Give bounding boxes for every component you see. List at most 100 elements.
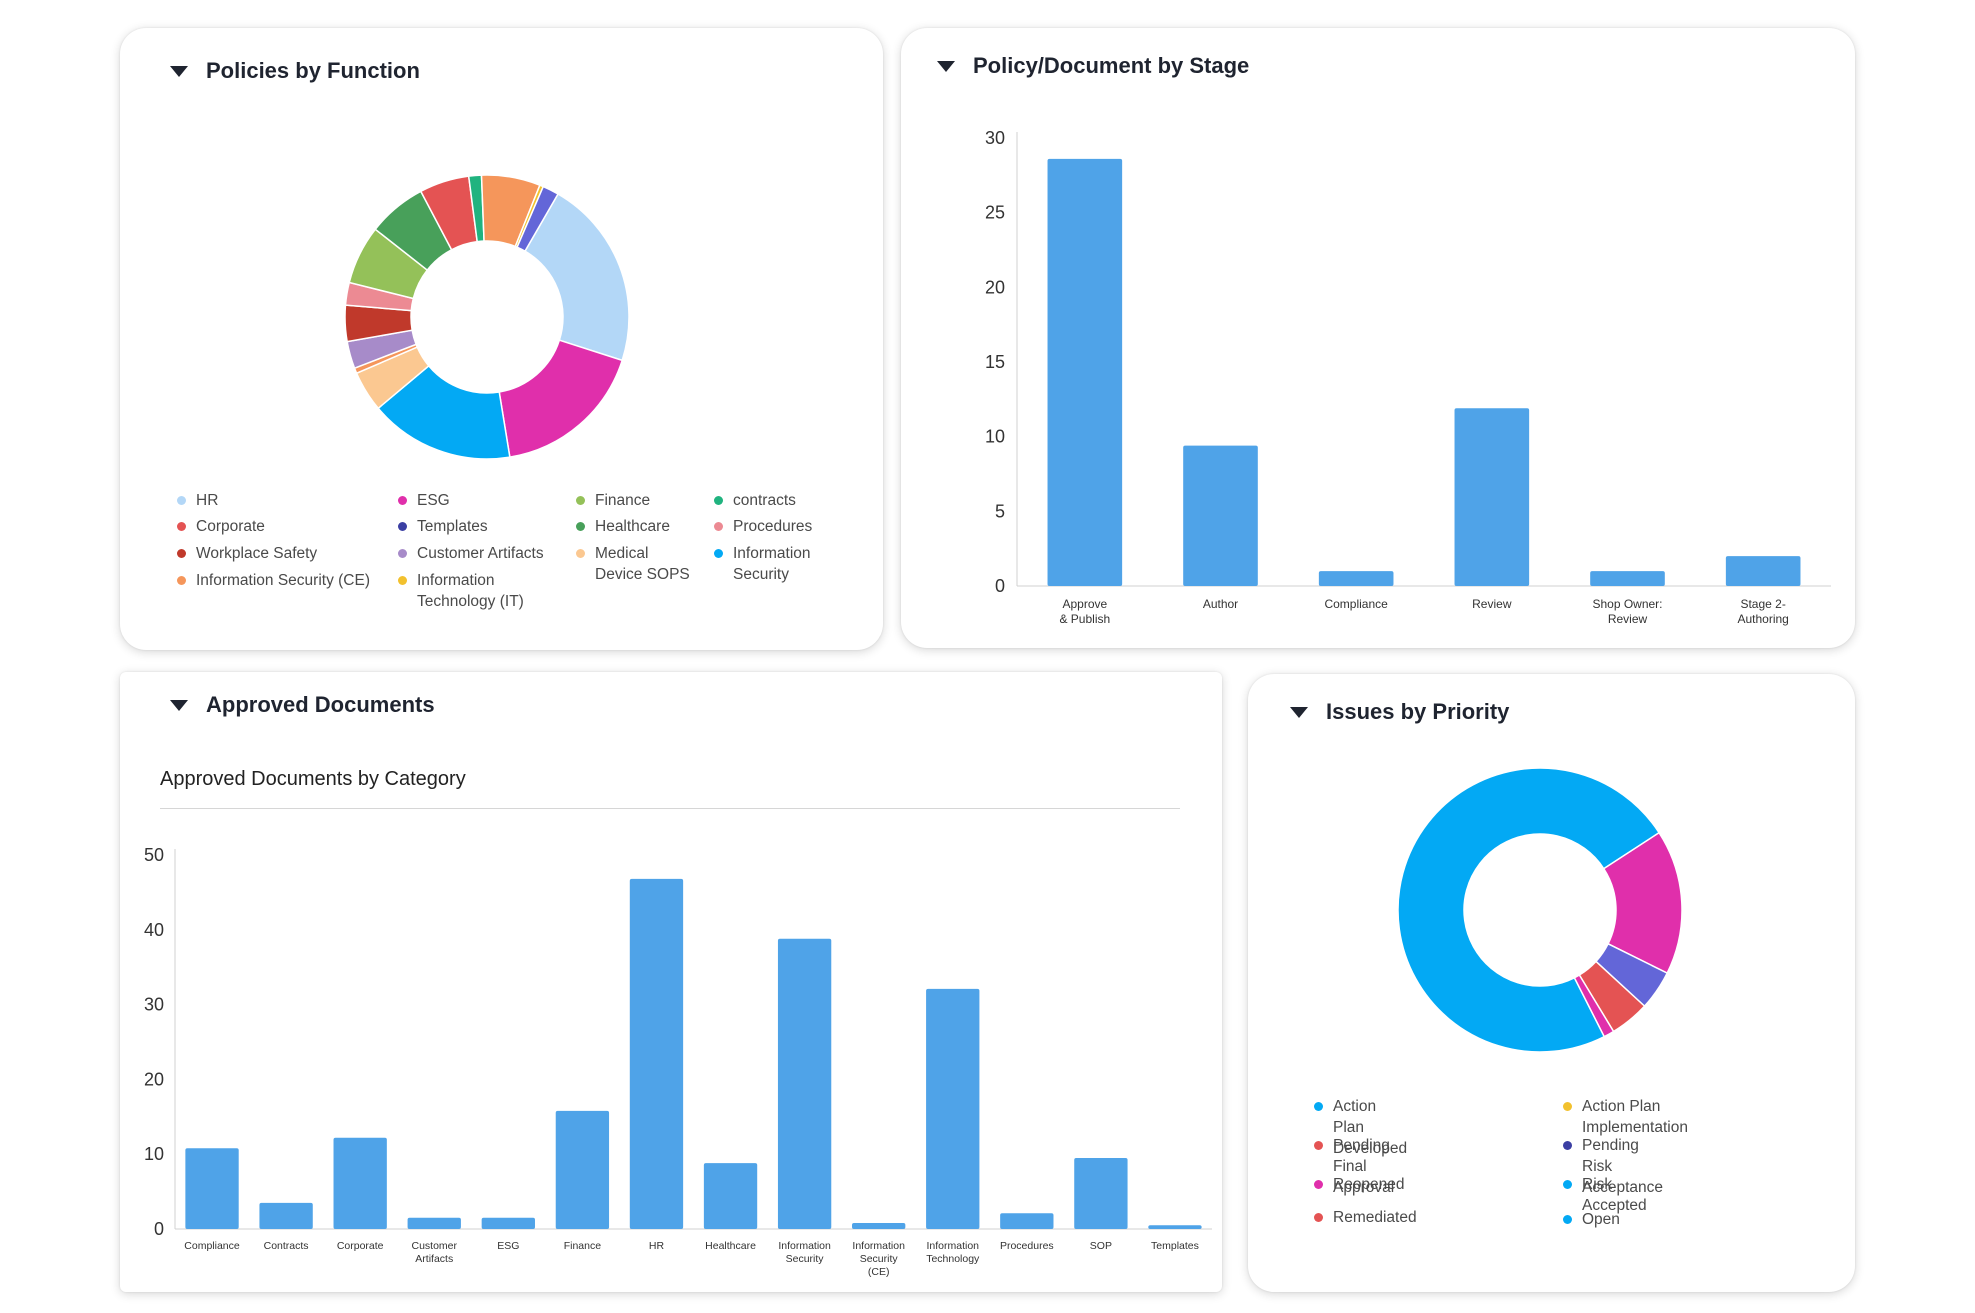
legend-item[interactable]: Procedures	[714, 516, 844, 537]
legend-dot-icon	[576, 496, 585, 505]
x-tick-label: Finance	[564, 1240, 602, 1252]
legend-label: Corporate	[196, 518, 265, 535]
legend-item[interactable]: Information Security (CE)	[177, 570, 377, 591]
legend-dot-icon	[398, 496, 407, 505]
collapse-caret-icon[interactable]	[170, 699, 188, 711]
divider	[160, 808, 1180, 809]
legend-item[interactable]: Healthcare	[576, 516, 696, 537]
x-tick-label: Shop Owner: Review	[1592, 597, 1662, 626]
bar-compliance[interactable]	[185, 1148, 239, 1229]
legend-label: contracts	[733, 492, 796, 509]
x-tick-label: Review	[1472, 597, 1512, 611]
stage-bar-chart: 0 5 10 15 20 25 30 Approve & Publish Author Compli…	[985, 128, 1831, 626]
issues-by-priority-header[interactable]: Issues by Priority	[1290, 699, 1509, 725]
bar-finance[interactable]	[555, 1110, 610, 1229]
bar-stage-2-authoring[interactable]	[1725, 556, 1801, 586]
legend-dot-icon	[1314, 1141, 1323, 1150]
x-tick-label: Contracts	[264, 1240, 309, 1252]
bar-templates[interactable]	[1148, 1225, 1202, 1229]
x-tick-label: Healthcare	[705, 1240, 756, 1252]
legend-dot-icon	[1563, 1180, 1572, 1189]
bar-healthcare[interactable]	[703, 1163, 758, 1229]
legend-dot-icon	[177, 522, 186, 531]
legend-item[interactable]: Action Plan Implementation	[1563, 1096, 1688, 1138]
donut-slice-esg[interactable]	[498, 339, 624, 459]
legend-dot-icon	[576, 549, 585, 558]
y-tick-label: 30	[144, 995, 164, 1015]
issues-donut-chart	[1397, 767, 1683, 1053]
legend-item[interactable]: ESG	[398, 490, 548, 511]
x-tick-label: HR	[649, 1240, 665, 1252]
legend-label: Reopened	[1333, 1176, 1405, 1193]
legend-item[interactable]: Action Plan Developed	[1314, 1096, 1407, 1159]
x-tick-label: Corporate	[337, 1240, 384, 1252]
donut-slice-hr[interactable]	[523, 192, 630, 362]
bar-approve-publish[interactable]	[1047, 158, 1123, 586]
bar-customer-artifacts[interactable]	[407, 1217, 461, 1229]
bar-shop-owner-review[interactable]	[1590, 571, 1665, 586]
x-tick-label: Compliance	[184, 1240, 240, 1252]
x-tick-label: Information Security (CE)	[852, 1240, 905, 1278]
legend-label: Action Plan Developed	[1333, 1098, 1408, 1157]
legend-label: ESG	[417, 492, 450, 509]
bar-compliance[interactable]	[1318, 571, 1394, 586]
approved-documents-header[interactable]: Approved Documents	[170, 692, 435, 718]
legend-label: Pending Risk Acceptance	[1582, 1137, 1663, 1196]
legend-label: Procedures	[733, 518, 813, 535]
bar-author[interactable]	[1183, 445, 1258, 586]
y-tick-label: 10	[144, 1144, 164, 1164]
legend-dot-icon	[398, 549, 407, 558]
collapse-caret-icon[interactable]	[1290, 706, 1308, 718]
issues-by-priority-card: Issues by Priority Action Plan Developed…	[1248, 674, 1855, 1292]
y-tick-label: 15	[985, 352, 1005, 372]
donut-slice-open[interactable]	[1397, 767, 1661, 1053]
legend-item[interactable]: Risk Accepted	[1563, 1174, 1647, 1216]
legend-item[interactable]: Open	[1563, 1209, 1620, 1230]
bar-corporate[interactable]	[333, 1137, 387, 1229]
legend-item[interactable]: Information Technology (IT)	[398, 570, 548, 612]
collapse-caret-icon[interactable]	[170, 65, 188, 77]
policy-by-stage-header[interactable]: Policy/Document by Stage	[937, 53, 1249, 79]
bar-contracts[interactable]	[259, 1202, 313, 1229]
legend-item[interactable]: Corporate	[177, 516, 377, 537]
legend-label: Pending Final Approval	[1333, 1137, 1395, 1196]
legend-item[interactable]: Pending Risk Acceptance	[1563, 1135, 1663, 1198]
legend-dot-icon	[177, 576, 186, 585]
legend-dot-icon	[1563, 1141, 1572, 1150]
policies-by-function-header[interactable]: Policies by Function	[170, 58, 420, 84]
legend-item[interactable]: Medical Device SOPS	[576, 543, 696, 585]
bar-information-security-ce-[interactable]	[852, 1223, 906, 1229]
donut-slice-templates[interactable]	[516, 185, 560, 253]
bar-information-security[interactable]	[777, 938, 832, 1229]
legend-item[interactable]: Finance	[576, 490, 696, 511]
legend-item[interactable]: Reopened	[1314, 1174, 1405, 1195]
legend-item[interactable]: contracts	[714, 490, 844, 511]
bar-review[interactable]	[1454, 408, 1530, 586]
card-title: Policy/Document by Stage	[973, 53, 1250, 78]
legend-label: Templates	[417, 518, 488, 535]
legend-label: Medical Device SOPS	[595, 545, 690, 583]
legend-dot-icon	[398, 576, 407, 585]
x-tick-label: Customer Artifacts	[411, 1240, 457, 1265]
y-tick-label: 50	[144, 845, 164, 865]
legend-item[interactable]: Information Security	[714, 543, 844, 585]
legend-item[interactable]: Workplace Safety	[177, 543, 377, 564]
bar-procedures[interactable]	[1000, 1213, 1054, 1229]
legend-label: Remediated	[1333, 1209, 1417, 1226]
card-title: Approved Documents	[206, 692, 435, 717]
bar-information-technology[interactable]	[926, 988, 980, 1229]
legend-label: Open	[1582, 1211, 1620, 1228]
legend-item[interactable]: Templates	[398, 516, 548, 537]
x-tick-label: Approve & Publish	[1059, 597, 1110, 626]
legend-item[interactable]: Customer Artifacts	[398, 543, 548, 564]
bar-sop[interactable]	[1074, 1157, 1128, 1229]
collapse-caret-icon[interactable]	[937, 60, 955, 72]
legend-item[interactable]: HR	[177, 490, 377, 511]
legend-item[interactable]: Pending Final Approval	[1314, 1135, 1394, 1198]
legend-item[interactable]: Remediated	[1314, 1207, 1417, 1228]
y-tick-label: 25	[985, 203, 1005, 223]
bar-hr[interactable]	[629, 878, 684, 1229]
policies-by-function-card: Policies by Function HR Corporate Workplac…	[120, 28, 883, 650]
legend-label: Customer Artifacts	[417, 545, 544, 562]
bar-esg[interactable]	[481, 1217, 535, 1229]
